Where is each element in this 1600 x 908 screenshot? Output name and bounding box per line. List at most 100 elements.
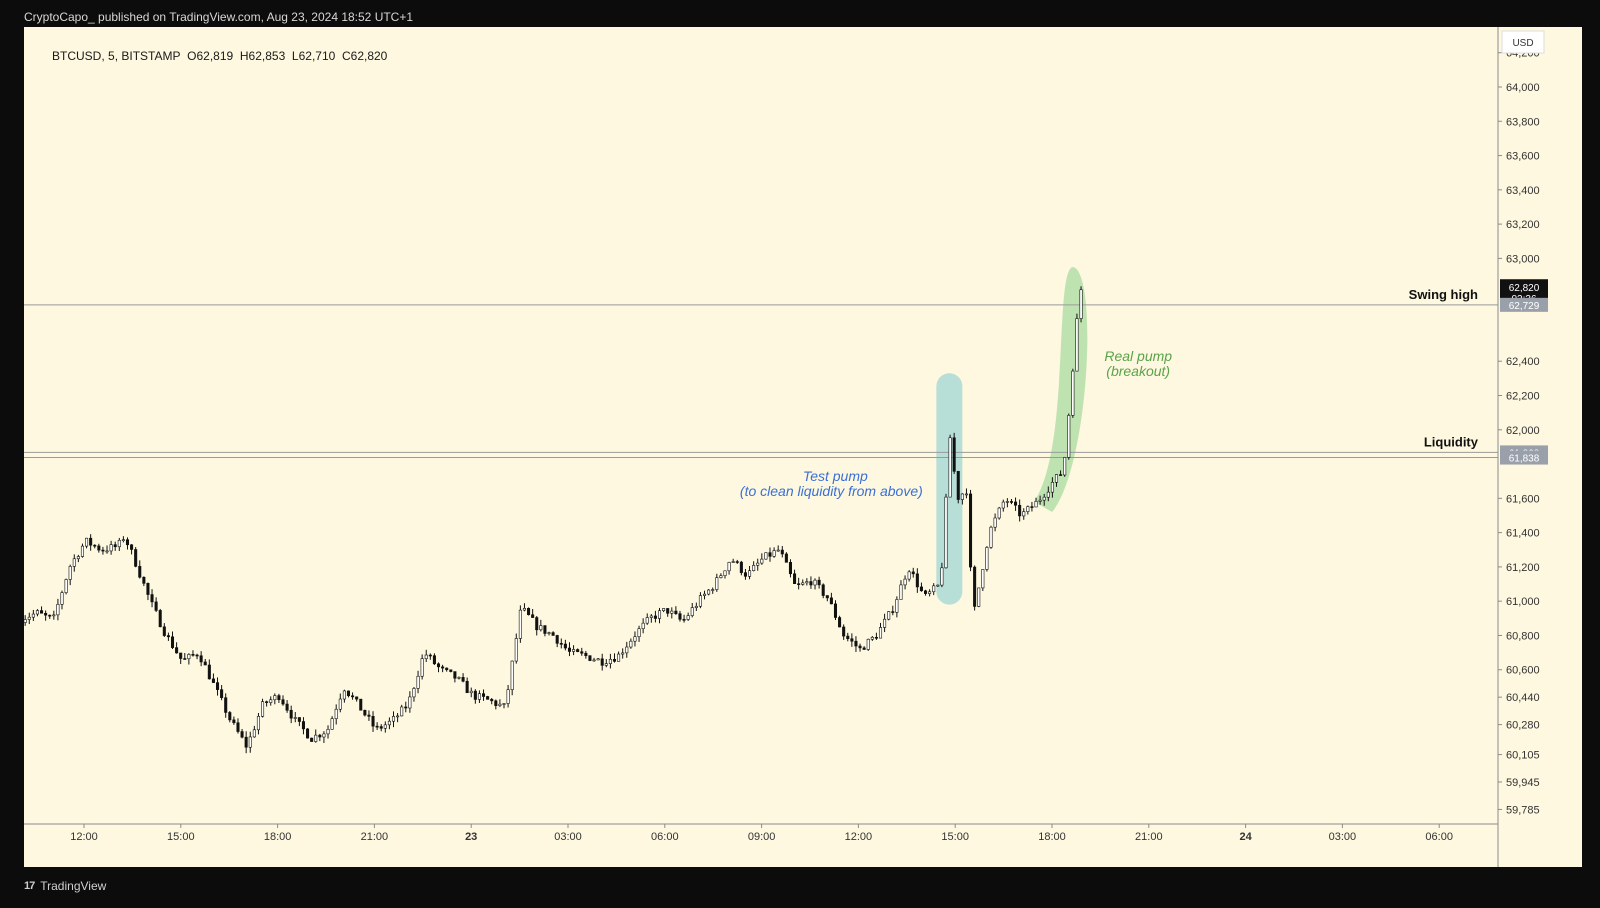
candle-body (547, 632, 551, 634)
candle (101, 546, 105, 555)
candle-body (829, 597, 833, 605)
candle-body (907, 571, 911, 580)
candle-body (273, 695, 277, 701)
candle (1022, 508, 1026, 520)
candle-body (682, 619, 686, 621)
candle (383, 721, 387, 733)
candle-body (52, 614, 56, 617)
candle-body (195, 654, 199, 657)
candle (522, 603, 526, 612)
candle-body (784, 553, 788, 563)
price-chart[interactable]: Swing high Liquidity Test pump(to clean l… (24, 27, 1582, 867)
candle-body (514, 638, 518, 662)
candle (715, 573, 719, 592)
candle-body (874, 636, 878, 639)
candle (359, 698, 363, 711)
time-axis: 12:00 15:00 18:00 21:00 23 03:00 06:00 09:00 12:… (70, 824, 1453, 843)
candle-body (887, 611, 891, 620)
candle-body (441, 666, 445, 669)
candle (252, 725, 256, 738)
candle-body (142, 576, 146, 584)
candle (375, 722, 379, 730)
candle (960, 493, 964, 505)
candle-body (723, 570, 727, 576)
candle-body (175, 647, 179, 654)
candle-body (473, 690, 477, 700)
candle-body (101, 549, 105, 552)
candle (891, 605, 895, 616)
footer-brand[interactable]: TradingView (40, 879, 107, 893)
candle-body (964, 493, 968, 496)
candle (1026, 505, 1030, 515)
candle (138, 560, 142, 579)
currency-label[interactable]: USD (1512, 38, 1533, 49)
candle (113, 541, 117, 551)
candle-body (858, 645, 862, 649)
candle-body (24, 619, 27, 623)
candle (367, 710, 371, 721)
candle-body (400, 706, 404, 717)
candle (760, 553, 764, 565)
candle-body (351, 695, 355, 698)
candle (346, 690, 351, 698)
candle-body (465, 680, 469, 694)
candle (445, 667, 449, 672)
candle (408, 691, 412, 713)
y-tick-label: 60,800 (1506, 630, 1540, 642)
candle (265, 700, 269, 707)
candle-body (453, 671, 457, 679)
candle (154, 597, 158, 613)
currency-button[interactable] (1501, 30, 1545, 54)
candle (1046, 486, 1050, 502)
candle (60, 590, 64, 610)
candle (68, 564, 72, 586)
candle-body (445, 667, 449, 671)
current-price-text: 62,820 (1509, 283, 1540, 294)
candle (277, 693, 281, 703)
candle-body (191, 654, 195, 656)
candle-body (408, 696, 412, 709)
candle (584, 650, 588, 659)
y-tick-label: 62,000 (1506, 425, 1540, 437)
candle (285, 700, 289, 713)
candle (322, 731, 326, 743)
candle (825, 595, 829, 602)
candle-body (1009, 501, 1013, 503)
candle (731, 558, 735, 563)
candle (572, 645, 576, 656)
horizontal-line-label: Swing high (1409, 287, 1478, 302)
candle-body (269, 699, 273, 703)
candle-body (940, 567, 944, 586)
candle (44, 610, 48, 621)
candle (355, 696, 359, 702)
symbol-name[interactable]: BTCUSD, 5, BITSTAMP (52, 49, 181, 63)
candle-body (363, 709, 367, 716)
candle (776, 545, 780, 552)
candle-body (653, 615, 657, 619)
candle (944, 493, 948, 569)
candle (441, 664, 445, 673)
candle-body (40, 610, 44, 614)
candle-body (125, 539, 130, 546)
y-tick-label: 60,600 (1506, 665, 1540, 677)
candle (175, 642, 179, 654)
candle-body (678, 613, 682, 620)
candle-body (420, 658, 424, 677)
candle (985, 546, 989, 572)
candle (1079, 286, 1083, 323)
y-tick-label: 62,400 (1506, 356, 1540, 368)
candle (93, 544, 97, 549)
candle-body (641, 622, 645, 630)
candle (621, 648, 625, 659)
candle-body (1079, 289, 1083, 319)
candle-body (44, 612, 48, 616)
candle-body (522, 608, 526, 611)
highlight-layer (936, 266, 1088, 605)
candle-body (1022, 511, 1026, 517)
candle (793, 569, 797, 584)
candle (52, 610, 56, 620)
chart-area[interactable]: BTCUSD, 5, BITSTAMP O62,819 H62,853 L62,… (24, 27, 1582, 867)
candle-body (551, 632, 555, 636)
candle-body (93, 544, 97, 547)
candle (297, 717, 301, 727)
